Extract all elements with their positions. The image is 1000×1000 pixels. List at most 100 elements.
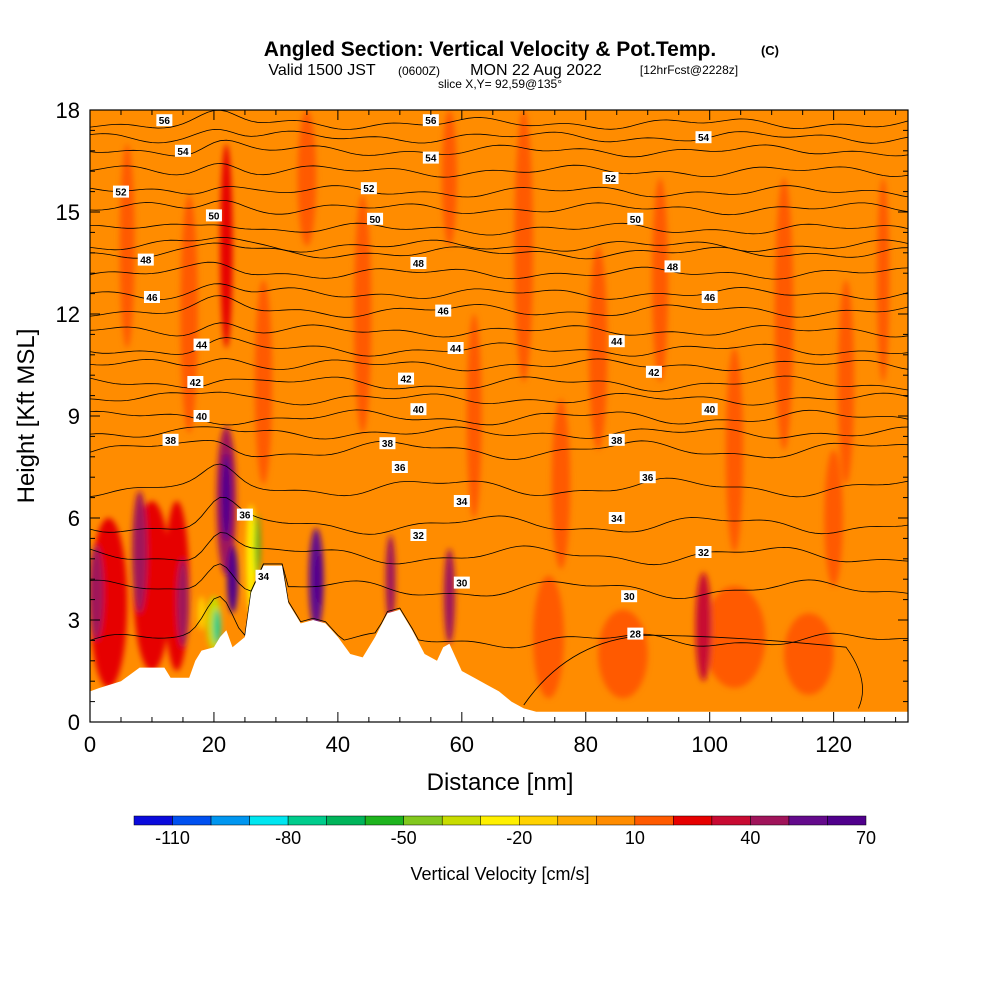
theta-contour (90, 426, 908, 440)
svg-text:42: 42 (400, 375, 412, 386)
colorbar-swatch (827, 815, 867, 826)
svg-text:40: 40 (704, 405, 716, 416)
svg-text:56: 56 (425, 116, 437, 127)
colorbar-swatch (634, 815, 674, 826)
svg-text:46: 46 (438, 307, 450, 318)
x-tick-label: 100 (691, 732, 728, 757)
contour-label: 50 (367, 212, 384, 226)
contour-label: 42 (187, 376, 204, 389)
downdraft-core (213, 609, 221, 644)
contour-label: 36 (236, 508, 253, 522)
colorbar-swatch (133, 815, 173, 826)
updraft-core (385, 535, 396, 624)
theta-contour (90, 532, 908, 566)
theta-contour (90, 222, 908, 236)
svg-text:42: 42 (648, 368, 660, 379)
contour-label: 54 (695, 131, 712, 144)
x-tick-label: 20 (202, 732, 226, 757)
subtitle-valid: Valid 1500 JST (268, 62, 376, 79)
colorbar-tick-label: -110 (155, 828, 190, 848)
svg-text:44: 44 (196, 341, 208, 352)
contour-label: 34 (255, 569, 272, 583)
colorbar-swatch (673, 815, 713, 826)
contour-label: 56 (422, 114, 439, 127)
velocity-streak (441, 110, 457, 246)
velocity-band (533, 575, 565, 699)
contour-label: 48 (664, 260, 681, 273)
theta-contour (90, 162, 908, 178)
contour-label: 44 (608, 335, 625, 348)
theta-contour (90, 409, 908, 426)
contour-label: 28 (627, 627, 644, 641)
contour-label: 46 (435, 304, 452, 318)
theta-contour (90, 391, 908, 406)
x-tick-label: 0 (84, 732, 96, 757)
svg-text:52: 52 (115, 188, 127, 199)
contour-label: 42 (645, 365, 662, 379)
svg-text:44: 44 (450, 344, 462, 355)
contour-label: 32 (410, 529, 427, 542)
colorbar (133, 815, 867, 826)
theta-contour (90, 375, 908, 392)
svg-text:50: 50 (630, 215, 642, 226)
theta-contour (90, 236, 908, 253)
theta-contour (90, 139, 908, 158)
velocity-streak (466, 314, 482, 518)
svg-text:52: 52 (605, 174, 617, 185)
updraft-core (443, 548, 456, 644)
contour-label: 54 (174, 144, 191, 158)
contour-label: 36 (391, 461, 408, 474)
svg-text:34: 34 (456, 497, 468, 508)
colorbar-swatch (480, 815, 520, 826)
svg-text:36: 36 (394, 463, 406, 474)
y-tick-label: 9 (68, 404, 80, 429)
contour-label: 32 (695, 546, 712, 559)
svg-text:48: 48 (413, 259, 425, 270)
downdraft-core (197, 596, 206, 631)
velocity-streak (297, 110, 317, 246)
contour-label: 38 (379, 437, 396, 450)
downdraft-core (254, 514, 260, 576)
contour-label: 50 (205, 209, 222, 222)
svg-text:54: 54 (177, 147, 189, 158)
velocity-streak (652, 178, 669, 382)
y-tick-label: 0 (68, 710, 80, 735)
contour-label: 52 (360, 182, 377, 195)
colorbar-tick-labels: -110 -80 -50 -20 10 40 70 (155, 828, 876, 848)
theta-contour (90, 563, 908, 649)
terrain (90, 565, 908, 722)
svg-text:48: 48 (140, 256, 152, 267)
updraft-core (132, 490, 148, 614)
terrain-mask (90, 565, 908, 722)
x-tick-label: 60 (450, 732, 474, 757)
contour-label: 48 (410, 257, 427, 270)
contour-label: 38 (162, 433, 179, 447)
colorbar-swatch (596, 815, 636, 826)
chart-title-suffix: (C) (761, 43, 779, 58)
theta-contour (90, 439, 908, 460)
theta-contours (90, 110, 908, 709)
svg-text:46: 46 (146, 293, 158, 304)
velocity-streak (220, 144, 233, 348)
theta-contour (90, 128, 908, 144)
y-tick-labels: 0 3 6 9 12 15 18 (56, 98, 80, 735)
contour-label: 48 (137, 253, 154, 267)
theta-contour (90, 358, 908, 372)
theta-contour (90, 185, 908, 198)
updraft-core (695, 572, 712, 682)
colorbar-swatch (441, 815, 481, 826)
theta-contour (90, 563, 908, 600)
contour-label: 30 (453, 576, 470, 590)
velocity-streak (353, 195, 372, 433)
updraft-core (226, 545, 239, 614)
velocity-streak (774, 178, 794, 450)
y-axis-label: Height [Kft MSL] (13, 329, 40, 504)
theta-contour (90, 295, 908, 318)
svg-text:32: 32 (698, 548, 710, 559)
contour-label: 40 (193, 410, 210, 423)
contour-label: 38 (608, 433, 625, 447)
contour-label: 44 (193, 338, 210, 352)
theta-contour (90, 496, 908, 535)
colorbar-swatch (557, 815, 597, 826)
svg-text:50: 50 (208, 211, 220, 222)
